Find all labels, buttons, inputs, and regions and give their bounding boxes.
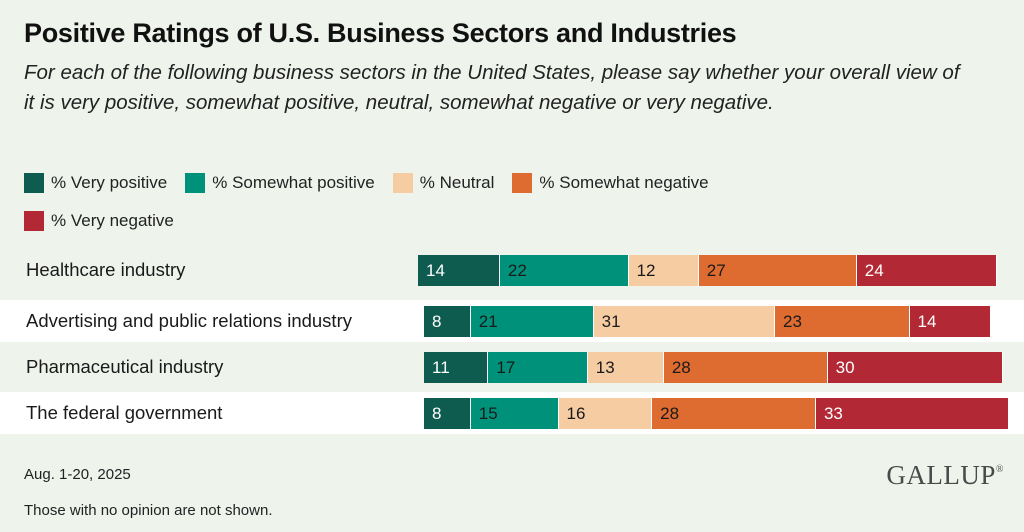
bar-value-label: 23 <box>783 311 802 331</box>
bar-value-label: 22 <box>507 260 527 280</box>
bar-value-label: 31 <box>601 311 621 331</box>
bar-segment <box>856 254 998 286</box>
survey-date: Aug. 1-20, 2025 <box>24 466 131 483</box>
bar-segment <box>418 254 500 286</box>
bar-value-label: 15 <box>478 403 498 423</box>
bar-segment <box>499 254 629 286</box>
bar-segment <box>593 305 775 337</box>
bar-segment <box>815 397 1009 429</box>
bar-value-label: 8 <box>432 403 442 423</box>
bar-segment <box>909 305 992 337</box>
bar-segment <box>424 305 471 337</box>
bar-segment <box>698 254 857 286</box>
bar-value-label: 17 <box>496 357 516 377</box>
bar-value-label: 24 <box>864 260 884 280</box>
legend-item: % Neutral <box>392 173 495 193</box>
bar-value-label: 16 <box>566 403 586 423</box>
legend-swatch <box>512 173 533 193</box>
bar-segment <box>558 397 653 429</box>
chart-subtitle: For each of the following business secto… <box>24 61 960 114</box>
legend-item: % Somewhat positive <box>185 173 375 193</box>
bar-value-label: 13 <box>595 357 615 377</box>
bar-segment <box>488 351 588 383</box>
legend-item: % Very positive <box>24 173 167 193</box>
legend-label: % Neutral <box>419 173 495 192</box>
category-label: Healthcare industry <box>26 259 186 280</box>
bar-segment <box>424 397 471 429</box>
bar-segment <box>663 351 828 383</box>
bar-value-label: 8 <box>432 311 442 331</box>
bar-segment <box>470 305 594 337</box>
legend-swatch <box>392 173 413 193</box>
footnote: Those with no opinion are not shown. <box>24 502 273 519</box>
legend-item: % Somewhat negative <box>512 173 709 193</box>
gallup-logo: GALLUP® <box>886 460 1004 490</box>
bar-value-label: 28 <box>660 403 680 423</box>
bar-segment <box>628 254 699 286</box>
legend-label: % Very positive <box>51 173 168 192</box>
bar-value-label: 11 <box>432 357 450 377</box>
bar-segment <box>775 305 910 337</box>
bar-value-label: 14 <box>917 311 937 331</box>
legend-swatch <box>24 173 44 193</box>
legend-swatch <box>24 211 44 231</box>
bar-value-label: 30 <box>835 357 855 377</box>
category-label: Advertising and public relations industr… <box>26 310 352 331</box>
legend: % Very positive % Somewhat positive % Neut… <box>24 173 924 231</box>
bar-value-label: 21 <box>478 311 498 331</box>
bar-segment <box>652 397 816 429</box>
bar-value-label: 12 <box>636 260 656 280</box>
legend-label: % Somewhat negative <box>539 173 709 192</box>
legend-item: % Very negative <box>24 211 174 231</box>
bar-value-label: 33 <box>823 403 843 423</box>
category-label: Pharmaceutical industry <box>26 356 224 377</box>
bar-segment <box>470 397 559 429</box>
category-label: The federal government <box>26 402 223 423</box>
chart-title: Positive Ratings of U.S. Business Sector… <box>24 18 737 48</box>
bar-segment <box>827 351 1004 383</box>
bar-segment <box>587 351 664 383</box>
legend-swatch <box>185 173 206 193</box>
bar-segment <box>424 351 489 383</box>
bar-value-label: 27 <box>706 260 726 280</box>
legend-label: % Somewhat positive <box>212 173 375 192</box>
legend-label: % Very negative <box>51 211 174 230</box>
bar-value-label: 28 <box>671 357 691 377</box>
bar-value-label: 14 <box>426 260 445 280</box>
